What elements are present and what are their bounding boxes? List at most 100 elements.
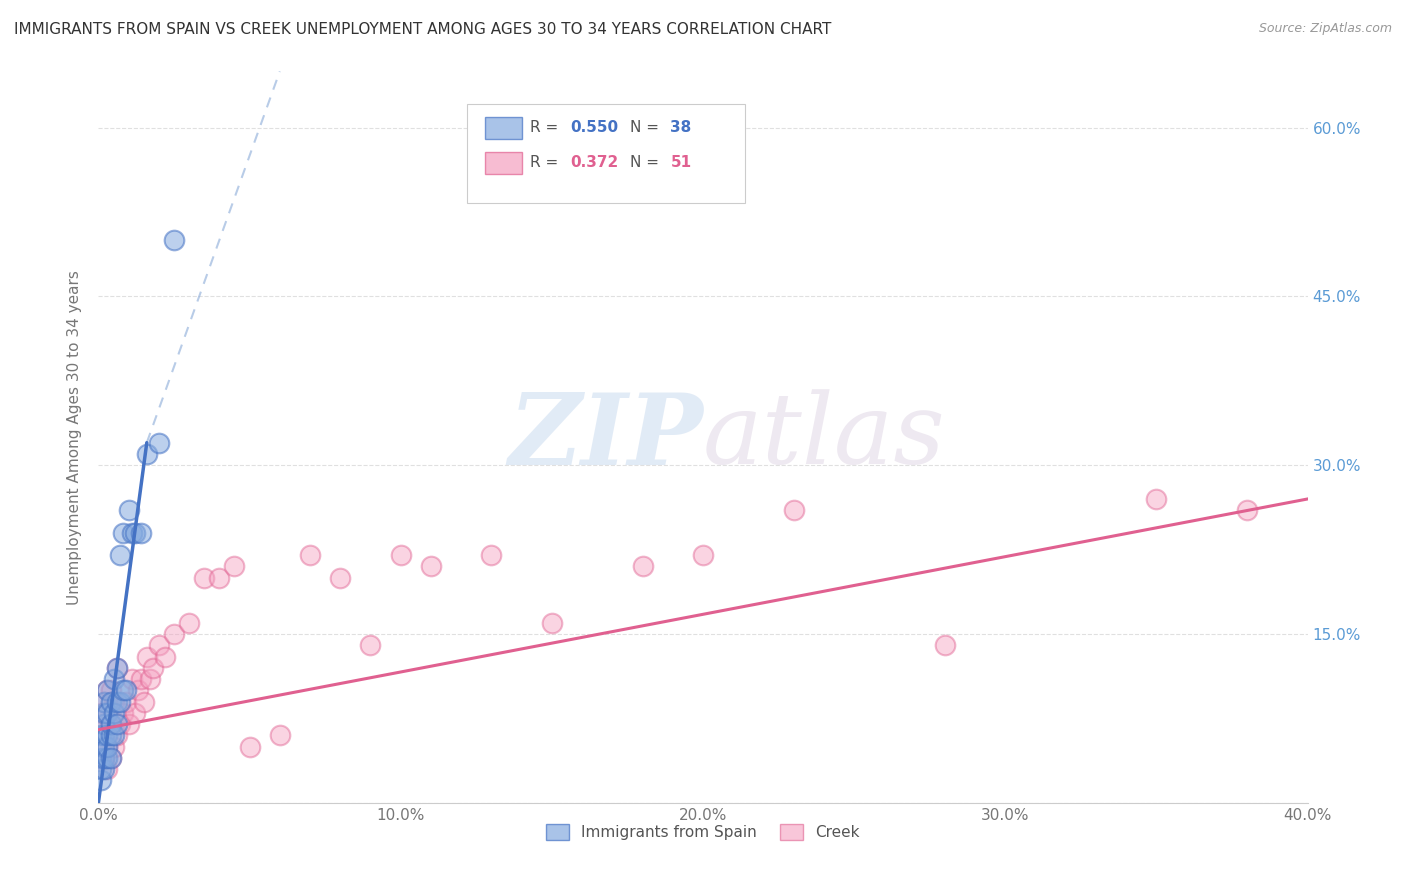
- Y-axis label: Unemployment Among Ages 30 to 34 years: Unemployment Among Ages 30 to 34 years: [67, 269, 83, 605]
- Point: [90, 728, 112, 742]
- Point: [124, 706, 146, 720]
- Point: [114, 694, 136, 708]
- Point: [96, 751, 118, 765]
- Point: [389, 548, 412, 562]
- Text: 38: 38: [671, 120, 692, 136]
- Point: [103, 672, 125, 686]
- Point: [96, 739, 118, 754]
- Point: [163, 627, 186, 641]
- FancyBboxPatch shape: [485, 152, 522, 174]
- Point: [93, 694, 115, 708]
- Point: [100, 683, 122, 698]
- Point: [103, 739, 125, 754]
- Point: [93, 751, 115, 765]
- Point: [111, 706, 134, 720]
- Point: [135, 447, 157, 461]
- Point: [93, 739, 115, 754]
- Text: N =: N =: [630, 154, 664, 169]
- Point: [193, 571, 215, 585]
- Text: R =: R =: [530, 154, 564, 169]
- Text: IMMIGRANTS FROM SPAIN VS CREEK UNEMPLOYMENT AMONG AGES 30 TO 34 YEARS CORRELATIO: IMMIGRANTS FROM SPAIN VS CREEK UNEMPLOYM…: [14, 22, 831, 37]
- Point: [96, 683, 118, 698]
- Point: [148, 638, 170, 652]
- Point: [103, 728, 125, 742]
- Point: [90, 706, 112, 720]
- Point: [90, 728, 112, 742]
- Point: [783, 503, 806, 517]
- Point: [121, 672, 143, 686]
- Point: [481, 548, 503, 562]
- Point: [90, 751, 112, 765]
- Point: [93, 751, 115, 765]
- Point: [299, 548, 322, 562]
- Point: [105, 661, 128, 675]
- Point: [96, 728, 118, 742]
- Point: [93, 717, 115, 731]
- Text: 0.550: 0.550: [569, 120, 619, 136]
- Point: [224, 559, 246, 574]
- Point: [118, 717, 141, 731]
- Point: [96, 706, 118, 720]
- Point: [96, 683, 118, 698]
- Point: [105, 694, 128, 708]
- Point: [118, 503, 141, 517]
- Point: [208, 571, 231, 585]
- Point: [90, 762, 112, 776]
- Point: [420, 559, 443, 574]
- Point: [329, 571, 352, 585]
- Point: [108, 548, 131, 562]
- Point: [108, 717, 131, 731]
- Point: [163, 233, 186, 247]
- Point: [90, 773, 112, 788]
- Point: [129, 672, 152, 686]
- Point: [93, 717, 115, 731]
- Point: [121, 525, 143, 540]
- Point: [96, 762, 118, 776]
- Point: [103, 694, 125, 708]
- Text: ZIP: ZIP: [508, 389, 703, 485]
- Legend: Immigrants from Spain, Creek: Immigrants from Spain, Creek: [540, 818, 866, 847]
- Text: R =: R =: [530, 120, 564, 136]
- Point: [934, 638, 956, 652]
- Point: [129, 525, 152, 540]
- Text: atlas: atlas: [703, 390, 946, 484]
- Point: [105, 728, 128, 742]
- Point: [100, 717, 122, 731]
- Point: [105, 661, 128, 675]
- Point: [93, 728, 115, 742]
- Point: [540, 615, 562, 630]
- Point: [142, 661, 165, 675]
- Point: [100, 717, 122, 731]
- Text: 51: 51: [671, 154, 692, 169]
- Point: [692, 548, 714, 562]
- Point: [100, 751, 122, 765]
- FancyBboxPatch shape: [485, 118, 522, 139]
- Point: [631, 559, 654, 574]
- Point: [132, 694, 155, 708]
- Point: [153, 649, 176, 664]
- Point: [108, 694, 131, 708]
- Point: [1144, 491, 1167, 506]
- Point: [360, 638, 382, 652]
- Point: [90, 751, 112, 765]
- Text: N =: N =: [630, 120, 664, 136]
- Point: [93, 694, 115, 708]
- Point: [100, 694, 122, 708]
- Point: [127, 683, 149, 698]
- Point: [111, 683, 134, 698]
- Point: [269, 728, 291, 742]
- Point: [100, 751, 122, 765]
- Point: [124, 525, 146, 540]
- Point: [148, 435, 170, 450]
- Point: [114, 683, 136, 698]
- Point: [179, 615, 201, 630]
- Point: [96, 739, 118, 754]
- Text: 0.372: 0.372: [569, 154, 619, 169]
- Point: [111, 525, 134, 540]
- Point: [103, 706, 125, 720]
- Point: [105, 717, 128, 731]
- Point: [93, 706, 115, 720]
- Point: [100, 728, 122, 742]
- Point: [139, 672, 162, 686]
- Point: [93, 762, 115, 776]
